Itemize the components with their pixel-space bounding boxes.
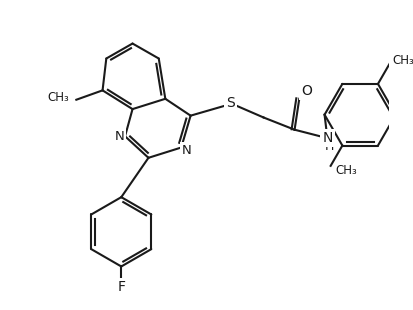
Text: N: N: [321, 131, 332, 145]
Text: O: O: [301, 84, 311, 98]
Text: CH₃: CH₃: [392, 54, 413, 67]
Text: F: F: [117, 280, 125, 294]
Text: H: H: [324, 140, 333, 153]
Text: N: N: [182, 144, 191, 157]
Text: CH₃: CH₃: [47, 91, 69, 104]
Text: N: N: [114, 130, 124, 143]
Text: CH₃: CH₃: [335, 164, 356, 177]
Text: F: F: [117, 280, 125, 294]
Text: S: S: [226, 96, 235, 110]
